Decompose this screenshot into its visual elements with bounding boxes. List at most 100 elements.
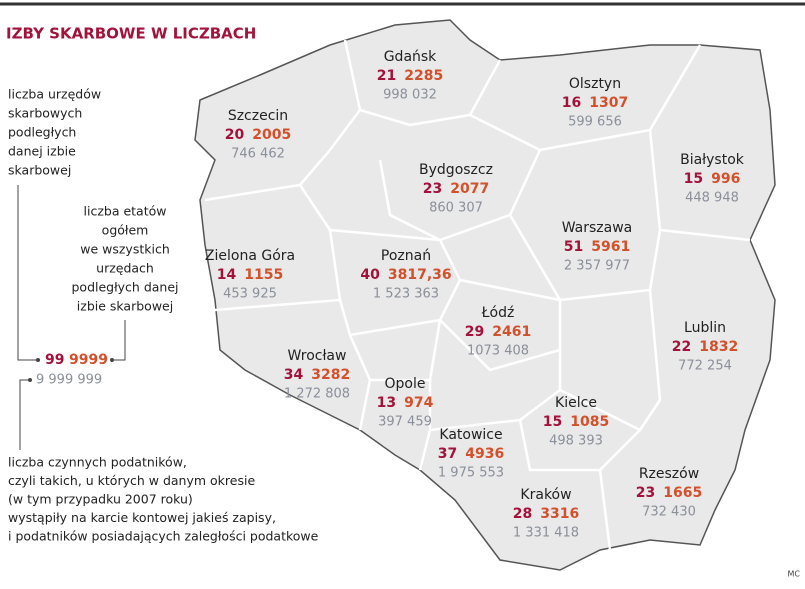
offices: 13 — [377, 395, 396, 411]
legend-note: podległych — [8, 125, 76, 140]
etats: 3316 — [540, 506, 579, 522]
offices: 51 — [564, 239, 583, 255]
etats: 3817,36 — [388, 267, 452, 283]
etats: 5961 — [591, 239, 630, 255]
region-name: Białystok — [680, 152, 745, 168]
etats: 2461 — [492, 324, 531, 340]
taxpayers: 2 357 977 — [564, 259, 630, 274]
legend-offices: 99 — [45, 352, 64, 368]
region-name: Opole — [385, 376, 426, 392]
legend-note: liczba urzędów — [8, 87, 101, 102]
etats: 1665 — [663, 485, 702, 501]
region-name: Kielce — [555, 395, 597, 411]
offices: 16 — [562, 95, 581, 111]
title: IZBY SKARBOWE W LICZBACH — [6, 25, 256, 43]
etats: 2285 — [404, 68, 443, 84]
region-counts: 13 974 — [377, 395, 434, 411]
region-name: Lublin — [684, 320, 726, 336]
region-counts: 15 996 — [684, 171, 741, 187]
etats: 3282 — [311, 367, 350, 383]
legend-taxpayers: 9 999 999 — [36, 373, 102, 388]
region-name: Gdańsk — [384, 49, 437, 65]
legend-note: we wszystkich — [80, 242, 170, 257]
region-counts: 51 5961 — [564, 239, 630, 255]
region-counts: 37 4936 — [438, 446, 504, 462]
taxpayers: 998 032 — [383, 88, 437, 103]
etats: 1832 — [699, 339, 738, 355]
connector-dot — [36, 358, 40, 362]
offices: 23 — [423, 181, 442, 197]
legend-connectors — [17, 185, 126, 450]
region-counts: 34 3282 — [284, 367, 350, 383]
legend-note: liczba etatów — [84, 204, 167, 219]
credit: MC — [788, 570, 801, 579]
etats: 4936 — [465, 446, 504, 462]
connector-dot — [110, 358, 114, 362]
region-counts: 23 1665 — [636, 485, 702, 501]
taxpayers: 448 948 — [685, 191, 739, 206]
taxpayers: 746 462 — [231, 147, 285, 162]
region-name: Łódź — [481, 305, 515, 321]
region-counts: 40 3817,36 — [360, 267, 451, 283]
taxpayers: 453 925 — [223, 287, 277, 302]
offices: 37 — [438, 446, 457, 462]
region-borders — [204, 39, 751, 551]
taxpayers: 1 523 363 — [373, 287, 439, 302]
legend-note: ogółem — [102, 223, 149, 238]
region-counts: 28 3316 — [513, 506, 579, 522]
etats: 1155 — [244, 267, 283, 283]
legend-note: czyli takich, u których w danym okresie — [8, 473, 255, 488]
connector-dot — [28, 378, 32, 382]
offices: 21 — [377, 68, 396, 84]
region-name: Poznań — [381, 248, 431, 264]
region-counts: 20 2005 — [225, 127, 291, 143]
taxpayers: 498 393 — [549, 434, 603, 449]
taxpayers: 772 254 — [678, 359, 732, 374]
region-name: Olsztyn — [569, 76, 621, 92]
region-counts: 21 2285 — [377, 68, 443, 84]
region-counts: 23 2077 — [423, 181, 489, 197]
region-name: Rzeszów — [639, 466, 699, 482]
etats: 1085 — [570, 414, 609, 430]
region-name: Szczecin — [228, 108, 288, 124]
region-name: Kraków — [520, 487, 571, 503]
etats: 2077 — [450, 181, 489, 197]
region-counts: 16 1307 — [562, 95, 628, 111]
offices: 29 — [465, 324, 484, 340]
taxpayers: 1 272 808 — [284, 387, 350, 402]
region-name: Katowice — [439, 427, 502, 443]
taxpayers: 1073 408 — [467, 344, 529, 359]
etats: 2005 — [252, 127, 291, 143]
offices: 15 — [684, 171, 703, 187]
offices: 22 — [672, 339, 691, 355]
region-counts: 29 2461 — [465, 324, 531, 340]
taxpayers: 732 430 — [642, 505, 696, 520]
region-counts: 22 1832 — [672, 339, 738, 355]
region-counts: 15 1085 — [543, 414, 609, 430]
offices: 40 — [360, 267, 380, 283]
legend-note: liczba czynnych podatników, — [8, 455, 187, 470]
etats: 974 — [404, 395, 433, 411]
region-name: Bydgoszcz — [419, 162, 493, 178]
offices: 14 — [217, 267, 237, 283]
legend-note: skarbowych — [8, 106, 82, 121]
legend-note: izbie skarbowej — [77, 299, 173, 314]
region-name: Zielona Góra — [205, 248, 295, 264]
country-outline — [194, 19, 776, 571]
taxpayers: 599 656 — [568, 115, 622, 130]
legend-note: wystąpiły na karcie kontowej jakieś zapi… — [8, 510, 276, 525]
etats: 996 — [711, 171, 740, 187]
legend-note: danej izbie — [8, 144, 76, 159]
legend-note: podległych danej — [71, 280, 178, 295]
taxpayers: 1 975 553 — [438, 466, 504, 481]
region-counts: 14 1155 — [217, 267, 283, 283]
offices: 28 — [513, 506, 532, 522]
offices: 15 — [543, 414, 562, 430]
etats: 1307 — [589, 95, 628, 111]
legend-note: skarbowej — [8, 163, 71, 178]
legend-note: (w tym przypadku 2007 roku) — [8, 492, 193, 507]
region-name: Wrocław — [288, 348, 347, 364]
legend-note: urzędach — [96, 261, 154, 276]
taxpayers: 860 307 — [429, 201, 483, 216]
